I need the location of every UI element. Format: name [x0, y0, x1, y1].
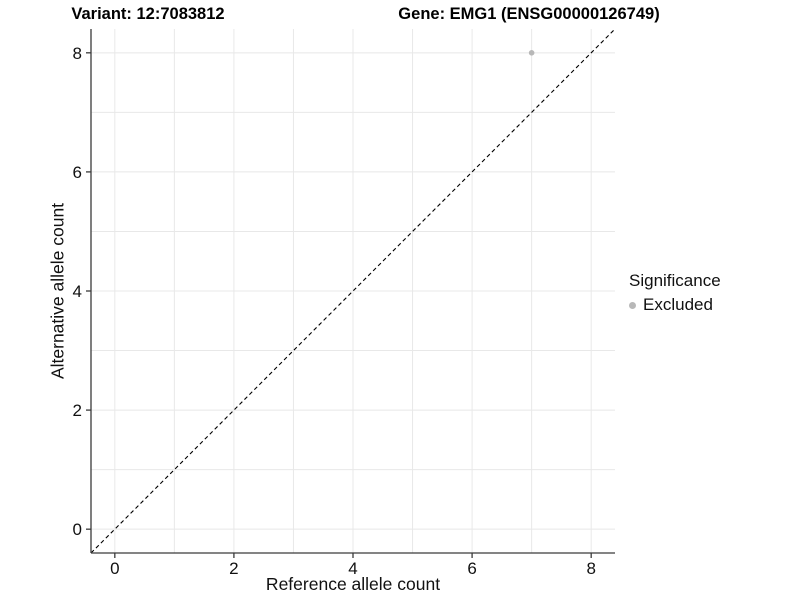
y-tick-label: 4: [73, 282, 82, 301]
data-point: [528, 50, 535, 56]
x-axis-title: Reference allele count: [265, 574, 441, 594]
y-tick-label: 0: [73, 520, 82, 539]
identity-reference-line: [90, 28, 616, 554]
plot-title-variant: Variant: 12:7083812: [71, 5, 225, 23]
x-tick-label: 2: [229, 559, 238, 578]
legend-item-label: Excluded: [643, 295, 713, 314]
x-tick-label: 4: [348, 559, 357, 578]
y-tick-label: 6: [73, 163, 82, 182]
legend-title: Significance: [629, 271, 721, 290]
plot-title-gene: Gene: EMG1 (ENSG00000126749): [398, 5, 660, 23]
y-tick-label: 2: [73, 401, 82, 420]
x-tick-label: 0: [110, 559, 119, 578]
legend-point-icon: [629, 301, 636, 309]
legend: Significance Excluded: [629, 271, 721, 315]
legend-item-excluded: Excluded: [629, 295, 721, 315]
x-tick-label: 8: [586, 559, 595, 578]
x-tick-label: 6: [467, 559, 476, 578]
y-tick-label: 8: [73, 44, 82, 63]
y-axis-title: Alternative allele count: [47, 202, 68, 380]
